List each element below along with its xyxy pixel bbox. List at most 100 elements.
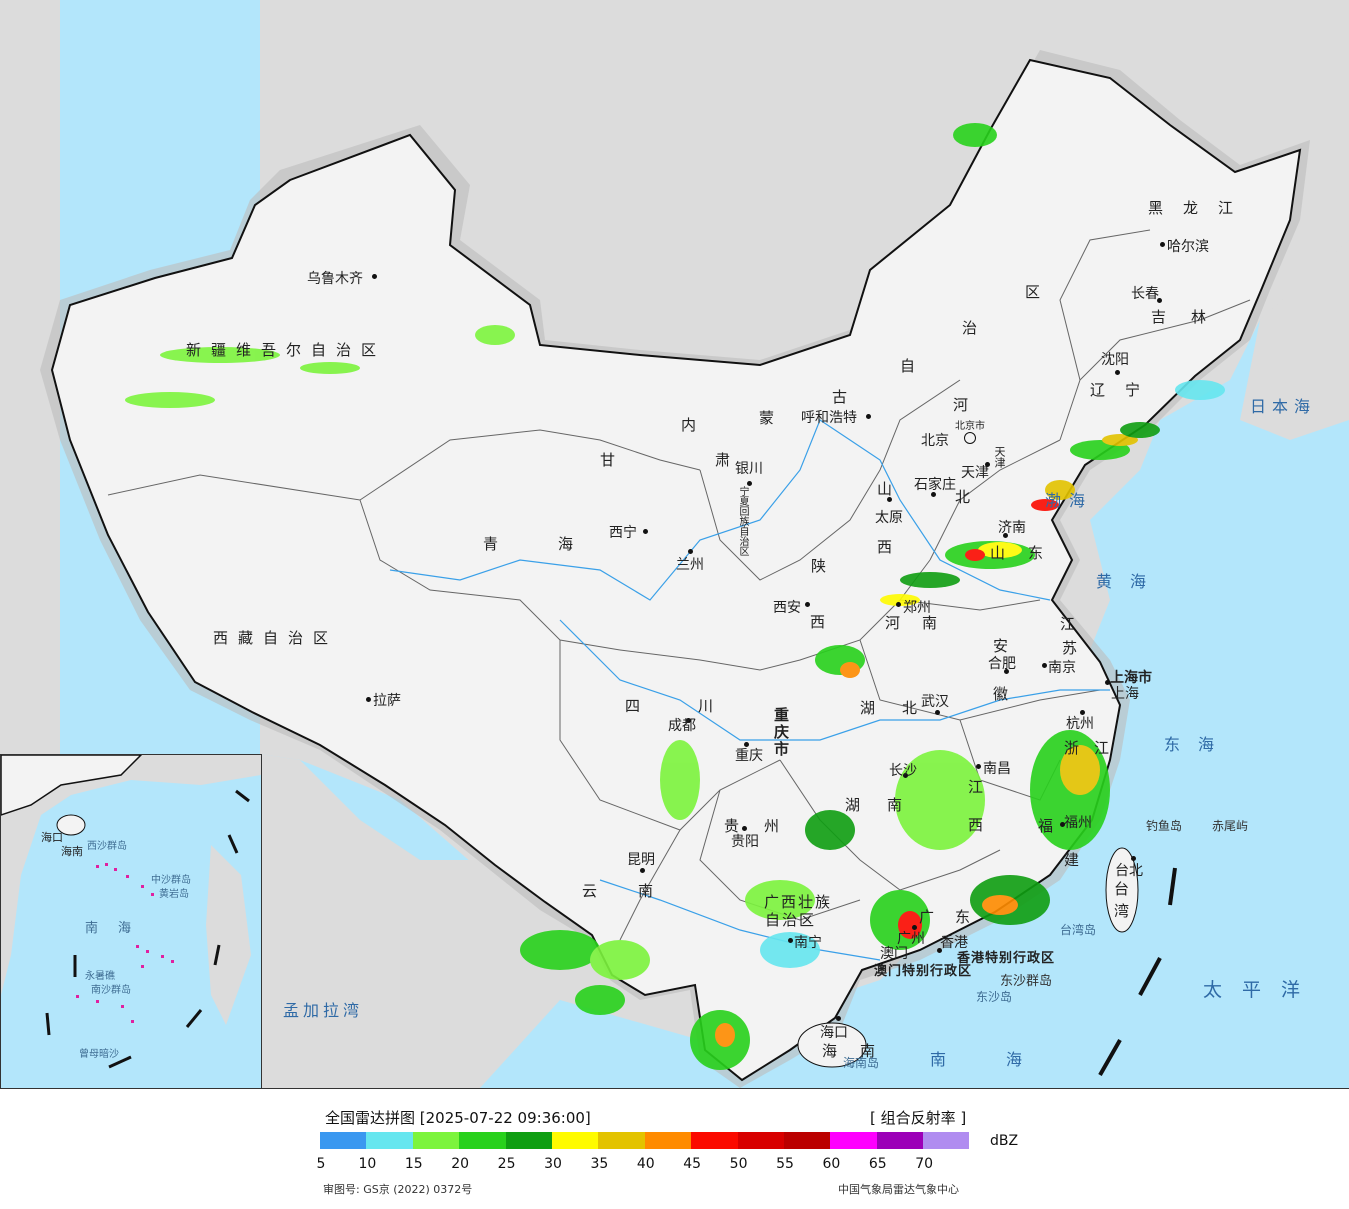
scale-swatch (737, 1132, 784, 1149)
city-fuzhou: 福州 (1064, 815, 1092, 831)
prov-liaoning: 辽宁 (1090, 381, 1161, 399)
city-dot (686, 718, 691, 723)
city-changchun: 长春 (1131, 286, 1159, 302)
prov-guizhou-1: 贵 (724, 817, 750, 835)
radar-echo (895, 750, 985, 850)
prov-ningxia: 宁夏回族自治区 (737, 486, 748, 556)
island-diaoyudao: 钓鱼岛 (1146, 819, 1183, 833)
prov-nmg-3: 古 (832, 388, 858, 406)
city-dot (688, 549, 693, 554)
prov-shanxi-2: 西 (877, 538, 903, 556)
inset-zengmu: 曾母暗沙 (79, 1049, 119, 1060)
city-shenyang: 沈阳 (1101, 352, 1129, 368)
city-nanning: 南宁 (794, 935, 822, 951)
city-dot (1060, 822, 1065, 827)
radar-echo (1102, 434, 1138, 446)
city-dot (1157, 298, 1162, 303)
prov-anhui-2: 徽 (993, 685, 1019, 703)
city-dot (1003, 533, 1008, 538)
prov-hubei-2: 北 (902, 699, 928, 717)
city-taibei: 台北 (1115, 863, 1143, 879)
south-china-sea-inset: 海口 海南 西沙群岛 中沙群岛 黄岩岛 南海 南沙群岛 永暑礁 曾母暗沙 (0, 754, 262, 1089)
prov-zhejiang-1: 浙 (1064, 739, 1090, 757)
scale-tick: 10 (358, 1156, 377, 1172)
inset-hainan: 海南 (61, 845, 83, 858)
sea-taipingyang: 太平洋 (1203, 979, 1321, 1001)
prov-sichuan-2: 川 (698, 697, 724, 715)
prov-anhui-1: 安 (993, 637, 1019, 655)
city-jinan: 济南 (998, 520, 1026, 536)
prov-hainan-2: 南 (860, 1042, 886, 1060)
prov-shanxi-1: 山 (877, 480, 903, 498)
city-hangzhou: 杭州 (1066, 716, 1094, 732)
sea-mengjialawan: 孟加拉湾 (283, 1001, 364, 1020)
island-chiweiyu: 赤尾屿 (1212, 819, 1249, 833)
city-zhengzhou: 郑州 (903, 600, 931, 616)
city-dot (744, 742, 749, 747)
scale-tick: 35 (590, 1156, 609, 1172)
scale-tick: 5 (316, 1156, 326, 1172)
prov-hebei-1: 河 (953, 396, 979, 414)
city-tianjin-shi: 天津 (993, 446, 1006, 468)
city-taiyuan: 太原 (875, 510, 903, 526)
radar-echo (745, 880, 815, 920)
prov-jiangsu-1: 江 (1060, 615, 1086, 633)
city-beijing: 北京 (921, 433, 949, 449)
prov-shandong-1: 山 (990, 544, 1016, 562)
city-shijiazhuang: 石家庄 (914, 477, 956, 493)
city-beijing-shi: 北京市 (955, 421, 985, 432)
city-dot (788, 938, 793, 943)
island-hainandao: 海南岛 (843, 1056, 880, 1070)
island-taiwandao: 台湾岛 (1060, 923, 1097, 937)
radar-echo (1031, 499, 1059, 511)
inset-xisha: 西沙群岛 (87, 841, 127, 852)
city-chongqing-shi: 重庆市 (772, 707, 790, 758)
radar-map[interactable]: 乌鲁木齐 拉萨 西宁 兰州 银川 呼和浩特 北京 北京市 天津 天津 石家庄 太… (0, 0, 1349, 1089)
sea-donghai: 东海 (1164, 735, 1233, 754)
scale-tick: 30 (544, 1156, 562, 1172)
inset-yongshu: 永暑礁 (85, 971, 115, 982)
scale-swatch (366, 1132, 413, 1149)
city-chongqing: 重庆 (735, 748, 763, 764)
scale-swatch (876, 1132, 924, 1149)
city-chengdu: 成都 (668, 718, 696, 734)
prov-yunnan-2: 南 (638, 882, 664, 900)
city-harbin: 哈尔滨 (1167, 239, 1209, 255)
prov-guizhou-2: 州 (764, 817, 790, 835)
prov-taiwan-2: 湾 (1114, 902, 1140, 920)
scale-swatch (320, 1132, 367, 1149)
city-dot (643, 529, 648, 534)
prov-heilongjiang: 黑龙江 (1148, 199, 1254, 217)
unit-label: dBZ (990, 1133, 1019, 1149)
city-dot (372, 274, 377, 279)
prov-shaanxi-2: 西 (810, 613, 836, 631)
city-dot (976, 764, 981, 769)
city-dot (931, 492, 936, 497)
city-dot (366, 697, 371, 702)
city-dot (836, 1016, 841, 1021)
capital-icon (964, 432, 976, 444)
city-dot (1115, 370, 1120, 375)
radar-echo (953, 123, 997, 147)
inset-nanhai: 南海 (85, 921, 152, 936)
scale-swatch (412, 1132, 460, 1149)
prov-guangxi-1: 广西壮族 (764, 893, 833, 911)
radar-echo (715, 1023, 735, 1047)
radar-echo (965, 549, 985, 561)
city-dot (937, 948, 942, 953)
city-dot (805, 602, 810, 607)
city-dot (742, 826, 747, 831)
inset-zhongsha: 中沙群岛 (151, 875, 191, 886)
scale-tick: 70 (915, 1156, 934, 1172)
city-aomen: 澳门 (880, 946, 908, 962)
prov-yunnan-1: 云 (582, 882, 608, 900)
city-guangzhou: 广州 (897, 931, 925, 947)
city-kunming: 昆明 (627, 852, 655, 868)
scale-tick: 45 (683, 1156, 702, 1172)
prov-shaanxi-1: 陕 (811, 557, 837, 575)
agency-name: 中国气象局雷达气象中心 (838, 1183, 959, 1196)
city-nanchang: 南昌 (983, 761, 1011, 777)
city-dot (1080, 710, 1085, 715)
radar-echo (900, 572, 960, 588)
prov-xianggang-tbxzq: 香港特别行政区 (957, 951, 1056, 966)
